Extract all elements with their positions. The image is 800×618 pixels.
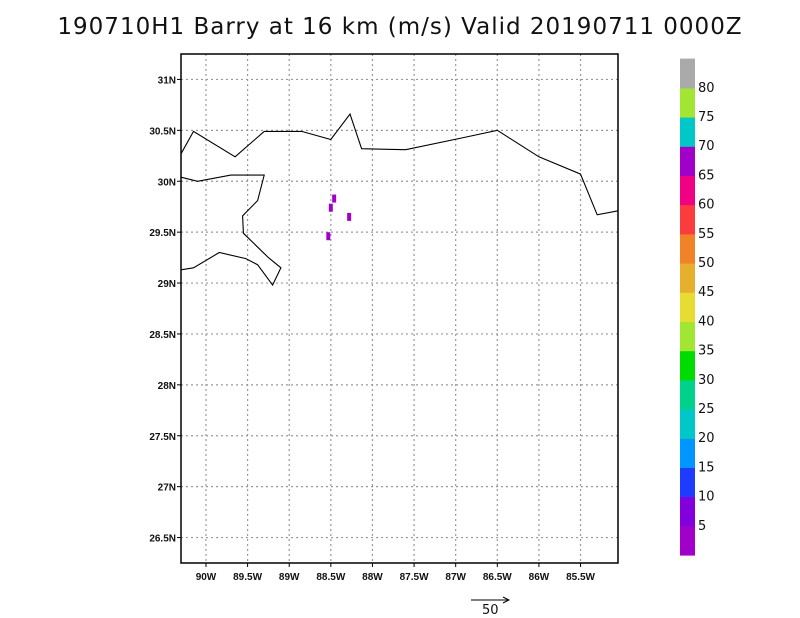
x-tick-label: 89W bbox=[279, 572, 300, 583]
x-tick-label: 86W bbox=[529, 572, 550, 583]
colorbar-label: 45 bbox=[698, 285, 715, 300]
colorbar-label: 30 bbox=[698, 373, 715, 388]
y-tick-label: 26.5N bbox=[149, 534, 176, 545]
wind-speed-patch bbox=[347, 212, 352, 221]
colorbar-label: 25 bbox=[698, 402, 715, 417]
y-tick-label: 29.5N bbox=[149, 228, 176, 239]
x-tick-label: 89.5W bbox=[233, 572, 262, 583]
colorbar-swatch bbox=[680, 350, 695, 381]
x-tick-label: 85.5W bbox=[566, 572, 595, 583]
colorbar-swatch bbox=[680, 263, 695, 293]
colorbar-swatch bbox=[680, 204, 695, 235]
colorbar-label: 55 bbox=[698, 227, 715, 242]
reference-vector-label: 50 bbox=[482, 603, 499, 618]
colorbar-swatch bbox=[680, 438, 695, 468]
colorbar-label: 70 bbox=[698, 139, 715, 154]
x-tick-label: 88W bbox=[362, 572, 383, 583]
colorbar-label: 40 bbox=[698, 314, 715, 329]
colorbar-swatch bbox=[680, 233, 695, 264]
map-title: 190710H1 Barry at 16 km (m/s) Valid 2019… bbox=[57, 14, 743, 40]
y-tick-label: 28.5N bbox=[149, 330, 176, 341]
y-tick-label: 30N bbox=[158, 177, 176, 188]
x-tick-label: 86.5W bbox=[483, 572, 512, 583]
x-axis-ticks: 90W 89.5W 89W 88.5W 88W 87.5W 87W 86.5W 86W 85.5W bbox=[196, 563, 596, 583]
wind-speed-patch bbox=[332, 194, 337, 203]
colorbar-swatch bbox=[680, 379, 695, 410]
colorbar-label: 60 bbox=[698, 198, 715, 213]
colorbar-swatch bbox=[680, 321, 695, 352]
x-tick-label: 87W bbox=[445, 572, 466, 583]
map-frame bbox=[180, 53, 619, 564]
colorbar-swatch bbox=[680, 117, 695, 147]
wind-speed-patch bbox=[326, 232, 331, 241]
y-tick-label: 29N bbox=[158, 279, 176, 290]
colorbar-label: 20 bbox=[698, 431, 715, 446]
lat-lon-grid bbox=[181, 54, 618, 563]
y-tick-label: 27.5N bbox=[149, 432, 176, 443]
y-tick-label: 27N bbox=[158, 483, 176, 494]
wind-speed-patch bbox=[328, 203, 333, 212]
colorbar-label: 80 bbox=[698, 81, 715, 96]
coastline-segment bbox=[180, 174, 282, 287]
colorbar-swatch bbox=[680, 409, 695, 439]
reference-vector: 50 bbox=[471, 596, 511, 618]
coastline bbox=[180, 112, 619, 287]
colorbar-label: 10 bbox=[698, 490, 715, 505]
y-tick-label: 28N bbox=[158, 381, 176, 392]
colorbar-swatch bbox=[680, 467, 695, 498]
colorbar-swatch bbox=[680, 496, 695, 527]
colorbar-swatch bbox=[680, 175, 695, 206]
colorbar-swatch bbox=[680, 87, 695, 118]
colorbar-swatch bbox=[680, 292, 695, 322]
x-tick-label: 88.5W bbox=[316, 572, 345, 583]
colorbar-label: 35 bbox=[698, 344, 715, 359]
colorbar-swatch bbox=[680, 58, 695, 89]
colorbar-swatch bbox=[680, 525, 695, 556]
x-tick-label: 87.5W bbox=[400, 572, 429, 583]
colorbar-swatch bbox=[680, 146, 695, 176]
y-axis-ticks: 31N 30.5N 30N 29.5N 29N 28.5N 28N 27.5N 27N 26.5N bbox=[149, 75, 181, 545]
wind-speed-patches bbox=[326, 194, 352, 241]
reference-vector-arrowhead bbox=[502, 596, 511, 604]
colorbar-label: 65 bbox=[698, 168, 715, 183]
y-tick-label: 31N bbox=[158, 75, 176, 86]
colorbar-label: 50 bbox=[698, 256, 715, 271]
colorbar: 5 10 15 20 25 30 35 40 45 50 55 60 65 70 75 80 bbox=[680, 58, 715, 556]
coastline-segment bbox=[180, 112, 619, 216]
x-tick-label: 90W bbox=[196, 572, 217, 583]
colorbar-label: 5 bbox=[698, 519, 706, 534]
colorbar-label: 15 bbox=[698, 460, 715, 475]
colorbar-label: 75 bbox=[698, 110, 715, 125]
y-tick-label: 30.5N bbox=[149, 126, 176, 137]
